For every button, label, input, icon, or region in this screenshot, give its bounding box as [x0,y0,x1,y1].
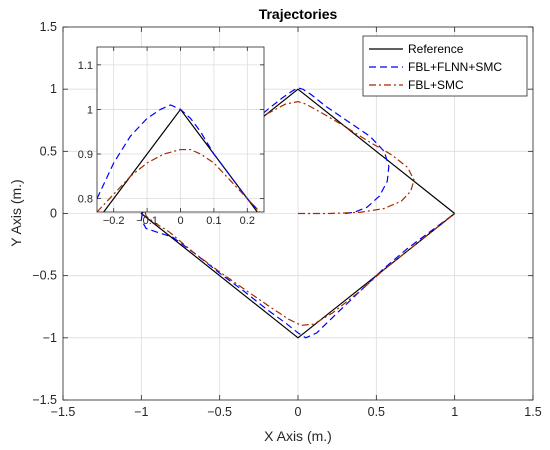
main-x-tick-label: −1.5 [51,405,76,419]
legend-label-fbl-flnn-smc: FBL+FLNN+SMC [408,60,502,74]
inset-x-tick-label: 0.2 [240,215,255,227]
main-series-reference [140,88,456,339]
main-x-tick-label: 1.5 [524,405,541,419]
main-y-tick-label: 0 [50,207,57,221]
inset-series-group [97,104,261,212]
x-axis-label: X Axis (m.) [264,428,332,444]
main-y-tick-label: −0.5 [32,269,57,283]
chart-title: Trajectories [259,6,338,22]
inset-x-tick-label: 0.1 [206,215,221,227]
main-x-tick-label: 0 [295,405,302,419]
inset-chart: −0.2 −0.1 0 0.1 0.2 0.8 0.9 1 1.1 [78,46,265,227]
legend: Reference FBL+FLNN+SMC FBL+SMC [362,35,528,97]
inset-x-tick-label: −0.1 [136,215,158,227]
inset-y-tick-label: 0.8 [78,194,93,206]
inset-x-tick-label: −0.2 [103,215,125,227]
inset-tick-labels: −0.2 −0.1 0 0.1 0.2 0.8 0.9 1 1.1 [78,47,264,227]
inset-series-fbl-flnn-smc [97,104,261,212]
y-axis-label: Y Axis (m.) [8,179,24,246]
main-x-tick-label: −0.5 [207,405,232,419]
main-y-tick-label: 1.5 [40,20,57,34]
main-y-tick-label: −1 [43,331,57,345]
main-x-tick-label: 1 [451,405,458,419]
main-y-tick-label: −1.5 [32,393,57,407]
main-tick-labels: −1.5 −1 −0.5 0 0.5 1 1.5 −1.5 −1 −0.5 0 0.5 1 1.5 [32,20,541,419]
inset-y-tick-label: 1.1 [78,60,93,72]
inset-y-tick-label: 0.9 [78,149,93,161]
inset-series-fbl-smc [97,148,261,212]
legend-label-reference: Reference [408,42,464,56]
main-x-tick-label: 0.5 [368,405,385,419]
main-y-tick-label: 1 [50,82,57,96]
inset-x-tick-label: 0 [177,215,183,227]
legend-label-fbl-smc: FBL+SMC [408,78,464,92]
inset-y-tick-label: 1 [87,104,93,116]
main-x-tick-label: −1 [134,405,148,419]
legend-box [362,35,528,97]
main-y-tick-label: 0.5 [40,144,57,158]
